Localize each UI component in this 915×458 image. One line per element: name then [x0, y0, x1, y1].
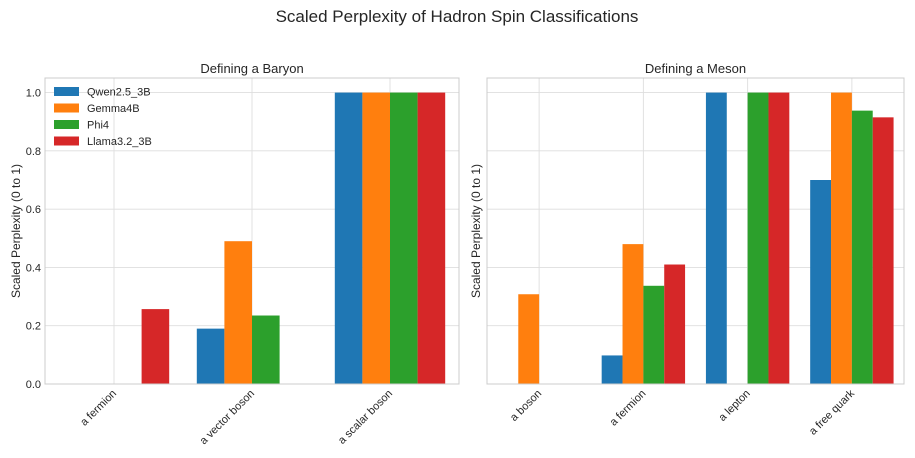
legend-label: Qwen2.5_3B: [87, 87, 151, 99]
panel-title: Defining a Meson: [645, 61, 746, 76]
figure-title: Scaled Perplexity of Hadron Spin Classif…: [276, 7, 639, 26]
bar-qwen2-5-3b: [601, 355, 623, 384]
legend-label: Llama3.2_3B: [87, 136, 152, 148]
bar-phi4: [747, 92, 769, 385]
bar-gemma4b: [224, 241, 252, 384]
axes-frame: [486, 77, 905, 385]
y-tick-label: 0.4: [26, 262, 41, 274]
bar-qwen2-5-3b: [196, 328, 225, 384]
legend-swatch: [54, 103, 79, 113]
y-axis-label: Scaled Perplexity (0 to 1): [469, 164, 483, 298]
bar-gemma4b: [622, 244, 644, 384]
bar-qwen2-5-3b: [334, 92, 363, 385]
y-tick-label: 0.6: [26, 204, 41, 216]
bar-gemma4b: [518, 294, 540, 384]
legend-swatch: [54, 120, 79, 129]
legend-swatch: [54, 136, 79, 146]
legend-swatch: [54, 87, 79, 96]
panel-meson: a boson a fermion a lepton a free quarkDefi…: [469, 61, 905, 438]
bar-llama3-2-3b: [664, 264, 686, 384]
bar-qwen2-5-3b: [705, 92, 727, 385]
bar-llama3-2-3b: [872, 117, 894, 384]
bar-qwen2-5-3b: [810, 180, 832, 384]
bar-phi4: [390, 92, 418, 385]
bar-phi4: [851, 110, 873, 384]
y-tick-label: 1.0: [26, 88, 41, 100]
bar-phi4: [252, 315, 280, 384]
y-tick-label: 0.0: [26, 379, 41, 391]
bar-gemma4b: [362, 92, 390, 385]
axes-frame: [44, 77, 460, 385]
y-tick-label: 0.8: [26, 146, 41, 158]
panel-title: Defining a Baryon: [200, 61, 303, 76]
bar-llama3-2-3b: [141, 309, 170, 384]
legend-label: Phi4: [87, 120, 109, 132]
y-tick-label: 0.2: [26, 321, 41, 333]
legend-label: Gemma4B: [87, 103, 140, 115]
bar-phi4: [643, 285, 665, 384]
bar-llama3-2-3b: [768, 92, 790, 385]
legend: Qwen2.5_3B Gemma4B Phi4 Llama3.2_3B: [54, 87, 152, 148]
bar-llama3-2-3b: [417, 92, 446, 385]
bar-gemma4b: [831, 92, 852, 385]
y-axis-label: Scaled Perplexity (0 to 1): [9, 164, 23, 298]
